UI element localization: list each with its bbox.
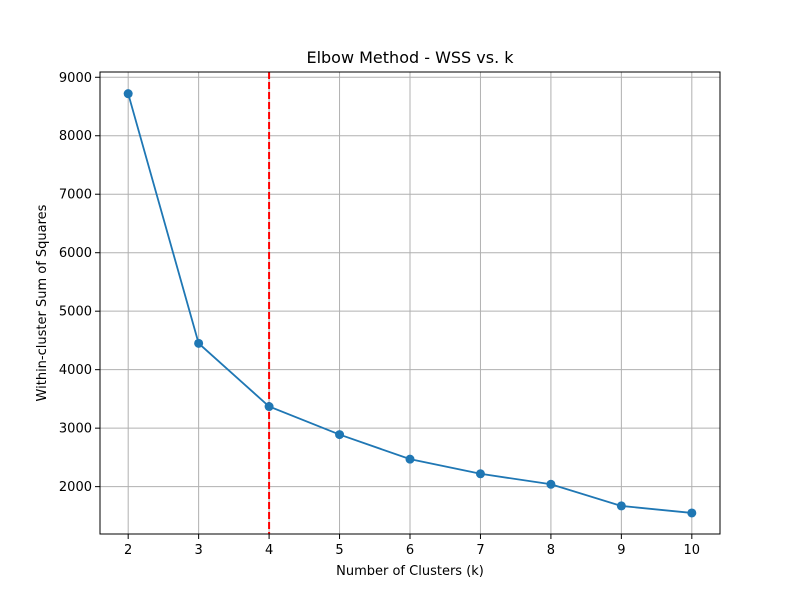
y-tick-label: 2000 bbox=[59, 480, 92, 495]
y-tick-label: 8000 bbox=[59, 129, 92, 144]
data-point bbox=[194, 338, 204, 348]
x-axis-ticks: 2 3 4 5 6 7 8 9 10 bbox=[124, 534, 700, 558]
data-point bbox=[264, 402, 274, 412]
x-tick-label: 3 bbox=[194, 543, 202, 558]
data-point bbox=[687, 508, 697, 518]
y-axis-label: Within-cluster Sum of Squares bbox=[35, 204, 50, 401]
x-axis-label: Number of Clusters (k) bbox=[336, 564, 484, 579]
y-tick-label: 4000 bbox=[59, 363, 92, 378]
data-point bbox=[123, 89, 133, 99]
x-tick-label: 4 bbox=[265, 543, 273, 558]
x-tick-label: 7 bbox=[476, 543, 484, 558]
x-tick-label: 10 bbox=[684, 543, 701, 558]
chart-title: Elbow Method - WSS vs. k bbox=[306, 48, 514, 67]
y-tick-label: 7000 bbox=[59, 188, 92, 203]
data-point bbox=[405, 454, 415, 464]
x-tick-label: 6 bbox=[406, 543, 414, 558]
series-layer bbox=[123, 89, 697, 518]
data-point bbox=[335, 430, 345, 440]
y-tick-label: 3000 bbox=[59, 422, 92, 437]
y-axis-ticks: 2000 3000 4000 5000 6000 7000 8000 9000 bbox=[59, 71, 100, 495]
grid bbox=[100, 72, 720, 534]
data-point bbox=[616, 501, 626, 511]
x-tick-label: 2 bbox=[124, 543, 132, 558]
x-tick-label: 8 bbox=[547, 543, 555, 558]
x-tick-label: 9 bbox=[617, 543, 625, 558]
y-tick-label: 9000 bbox=[59, 71, 92, 86]
y-tick-label: 5000 bbox=[59, 305, 92, 320]
y-tick-label: 6000 bbox=[59, 246, 92, 261]
data-point bbox=[475, 469, 485, 479]
x-tick-label: 5 bbox=[335, 543, 343, 558]
data-point bbox=[546, 479, 556, 489]
